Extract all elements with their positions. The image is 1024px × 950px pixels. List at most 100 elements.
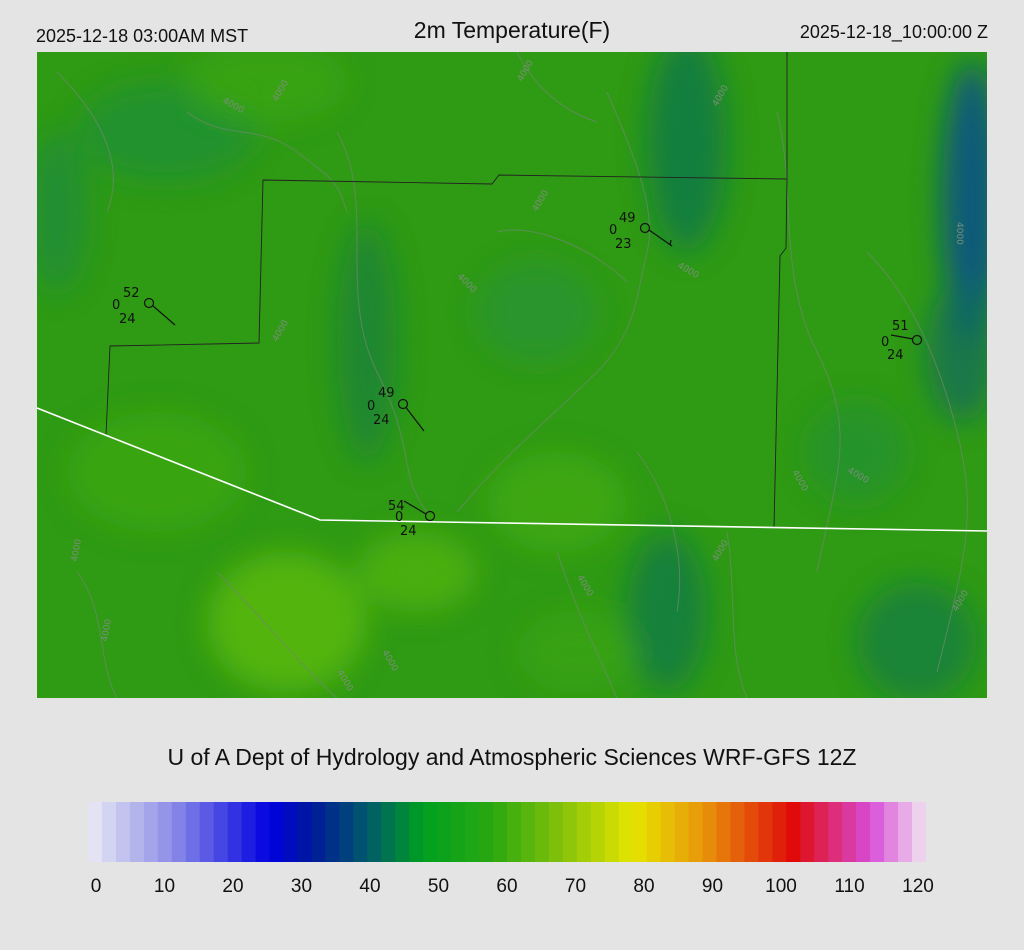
colorbar-swatch: [395, 802, 410, 862]
colorbar-tick-label: 0: [90, 876, 102, 897]
colorbar-swatch: [646, 802, 662, 862]
colorbar-swatch: [465, 802, 480, 862]
colorbar-swatch: [562, 802, 578, 862]
colorbar-swatch: [520, 802, 536, 862]
map-title: 2m Temperature(F): [413, 17, 611, 43]
colorbar-swatch: [227, 802, 243, 862]
colorbar-swatch: [297, 802, 313, 862]
colorbar-swatch: [548, 802, 564, 862]
colorbar-swatch: [171, 802, 187, 862]
station-dewpoint: 24: [400, 524, 417, 539]
colorbar-tick-label: 30: [290, 876, 313, 897]
wind-barb: [403, 500, 427, 515]
colorbar-swatch: [758, 802, 773, 862]
colorbar-swatch: [423, 802, 438, 862]
colorbar-swatch: [129, 802, 145, 862]
county-boundaries: [105, 52, 788, 529]
colorbar-swatch: [269, 802, 285, 862]
colorbar-tick-label: 50: [427, 876, 450, 897]
colorbar-swatch: [884, 802, 899, 862]
colorbar-swatch: [716, 802, 732, 862]
station-dewpoint: 23: [615, 237, 632, 252]
station-plot: 51 0 24: [881, 319, 923, 363]
colorbar-swatch: [786, 802, 801, 862]
colorbar-tick-label: 120: [902, 876, 934, 897]
colorbar-swatch: [688, 802, 704, 862]
colorbar-swatch: [618, 802, 634, 862]
wind-barb: [890, 334, 914, 340]
station-gust: 0: [881, 335, 889, 350]
colorbar-swatch: [325, 802, 340, 862]
colorbar-swatch: [451, 802, 466, 862]
colorbar-swatch: [101, 802, 117, 862]
station-temperature: 49: [378, 386, 395, 401]
colorbar-swatch: [437, 802, 452, 862]
colorbar-tick-label: 10: [153, 876, 176, 897]
colorbar-swatch: [604, 802, 620, 862]
wind-barb-flag: [669, 239, 672, 246]
temperature-colorbar: [88, 802, 926, 862]
colorbar-tick-label: 80: [633, 876, 655, 897]
station-temperature: 52: [123, 286, 140, 301]
station-circle: [639, 222, 651, 234]
colorbar-swatch: [241, 802, 257, 862]
colorbar-swatch: [912, 802, 926, 862]
colorbar-swatch: [576, 802, 592, 862]
international-border: [37, 407, 987, 532]
colorbar-tick-label: 70: [564, 876, 587, 897]
contour-label: 4000: [70, 538, 84, 563]
valid-time: 2025-12-18_10:00:00 Z: [799, 22, 988, 42]
colorbar-tick-label: 60: [496, 876, 518, 897]
colorbar-swatch: [311, 802, 327, 862]
colorbar-swatch: [88, 802, 103, 862]
colorbar-swatch: [898, 802, 913, 862]
station-circle: [143, 297, 155, 309]
colorbar-swatch: [199, 802, 215, 862]
temperature-map: 4000 4000 4000 4000 4000 4000 4000 4000 …: [37, 52, 987, 698]
colorbar-swatch: [367, 802, 382, 862]
colorbar-swatch: [660, 802, 676, 862]
colorbar-swatch: [814, 802, 829, 862]
colorbar-swatch: [255, 802, 271, 862]
colorbar-tick-label: 100: [765, 876, 797, 897]
colorbar-tick-label: 20: [222, 876, 244, 897]
colorbar-swatch: [213, 802, 229, 862]
county-line: [105, 52, 788, 436]
station-circle: [397, 398, 409, 410]
station-gust: 0: [367, 399, 375, 414]
colorbar-swatch: [115, 802, 131, 862]
colorbar-swatch: [479, 802, 494, 862]
colorbar-swatch: [702, 802, 718, 862]
station-temperature: 51: [892, 319, 909, 334]
colorbar-swatch: [493, 802, 508, 862]
colorbar-swatch: [409, 802, 424, 862]
header: 2025-12-18 03:00AM MST 2m Temperature(F)…: [0, 0, 1024, 52]
colorbar-swatch: [185, 802, 201, 862]
colorbar-swatch: [800, 802, 815, 862]
colorbar-swatch: [870, 802, 885, 862]
station-dewpoint: 24: [119, 312, 136, 327]
wind-barb: [648, 229, 673, 247]
colorbar-swatch: [507, 802, 522, 862]
colorbar-swatch: [744, 802, 759, 862]
colorbar-swatch: [856, 802, 871, 862]
contour-label: 4000: [100, 618, 114, 643]
station-plot: 49 0 23: [609, 211, 673, 252]
colorbar-tick-label: 40: [359, 876, 381, 897]
colorbar-swatch: [828, 802, 843, 862]
colorbar-swatch: [730, 802, 746, 862]
station-temperature: 49: [619, 211, 636, 226]
colorbar-swatch: [157, 802, 173, 862]
station-gust: 0: [395, 510, 403, 525]
station-gust: 0: [112, 298, 120, 313]
colorbar-swatch: [381, 802, 396, 862]
colorbar-swatch: [143, 802, 159, 862]
colorbar-swatch: [534, 802, 550, 862]
station-gust: 0: [609, 223, 617, 238]
colorbar-tick-label: 110: [834, 876, 865, 897]
colorbar-swatch: [590, 802, 606, 862]
colorbar-swatch: [353, 802, 368, 862]
wind-barb: [152, 305, 176, 326]
colorbar-swatch: [842, 802, 857, 862]
colorbar-swatch: [674, 802, 690, 862]
